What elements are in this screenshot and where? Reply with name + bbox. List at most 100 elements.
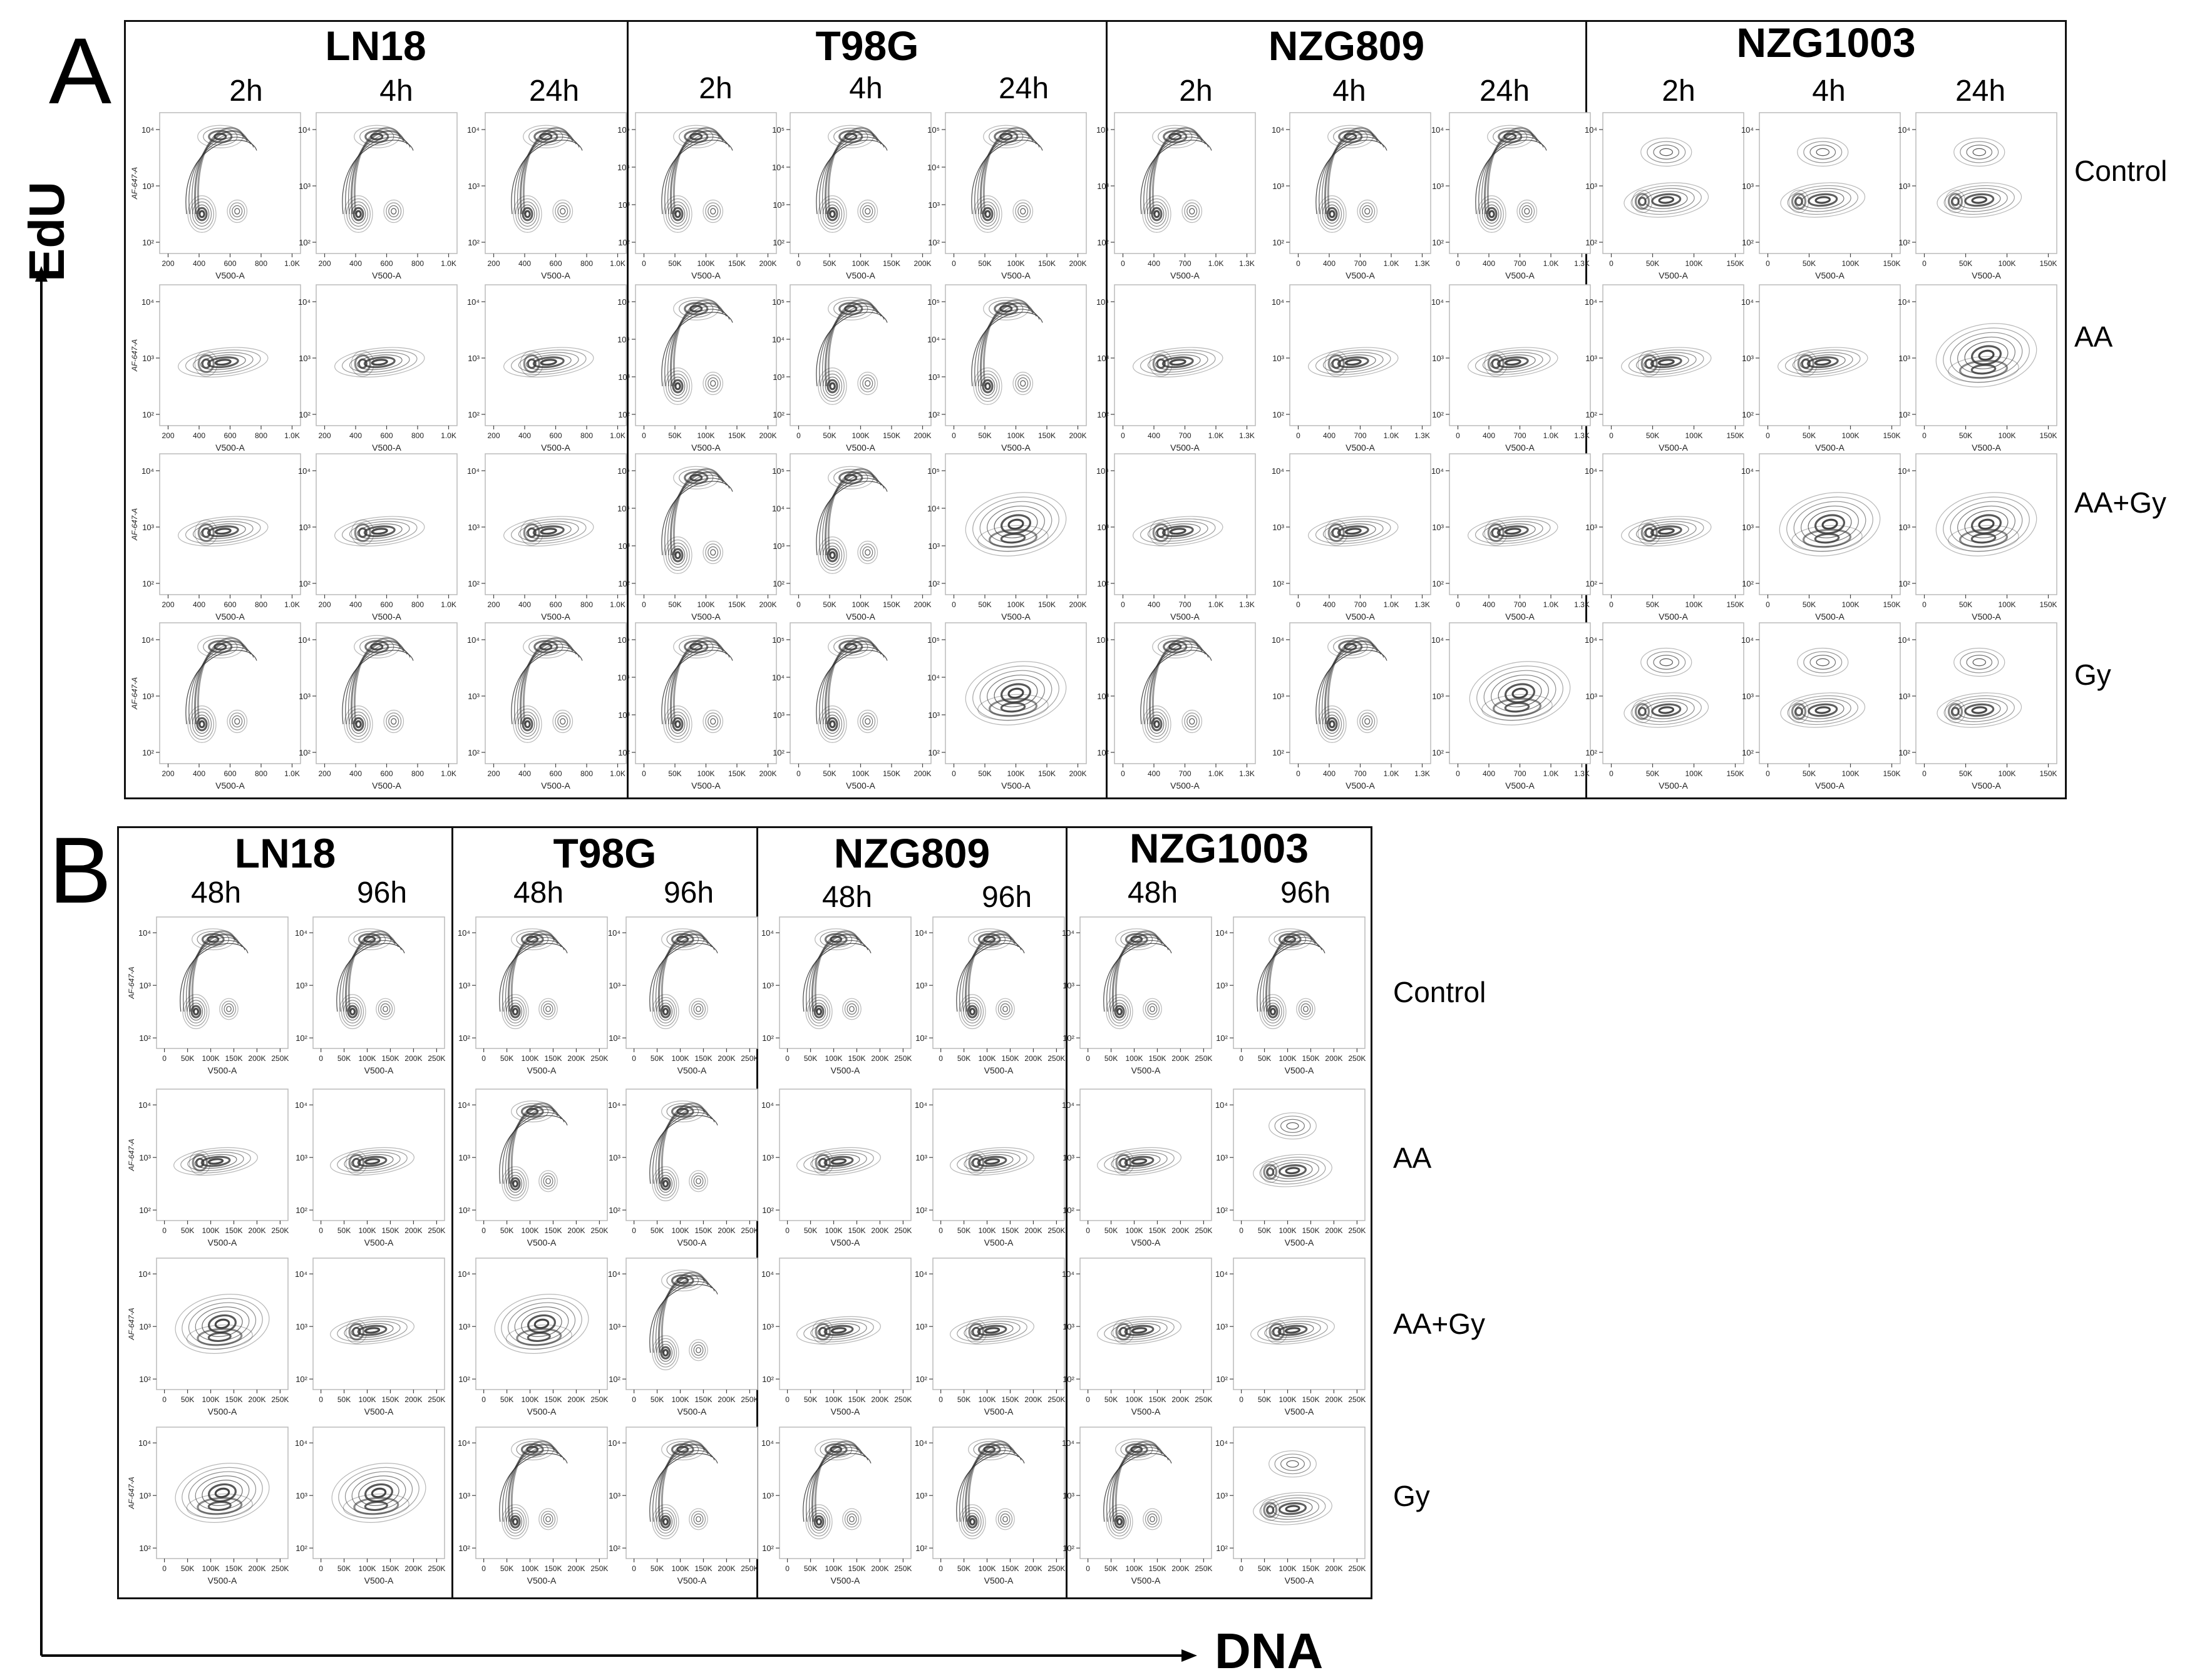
x-axis-label: V500-A: [1346, 270, 1375, 280]
x-tick-label: 200: [162, 431, 174, 440]
x-tick-label: 200K: [871, 1226, 888, 1235]
x-tick-label: 200K: [248, 1226, 265, 1235]
x-tick-label: 0: [796, 600, 801, 609]
y-tick-label: 10²: [609, 1544, 620, 1553]
y-tick-label: 10⁴: [617, 504, 630, 513]
x-tick-label: 1.0K: [1543, 600, 1559, 609]
contour-plot: 10⁴ 10³ 10² 200 400 600 800 1.0K V500-A: [298, 284, 458, 453]
x-tick-label: 100K: [522, 1564, 539, 1573]
y-tick-label: 10²: [1063, 1033, 1074, 1043]
y-tick-label: 10³: [1742, 354, 1754, 363]
x-tick-label: 0: [1766, 600, 1770, 609]
x-tick-label: 100K: [1126, 1395, 1143, 1404]
y-tick-label: 10³: [928, 710, 940, 720]
x-tick-label: 0: [1121, 259, 1125, 268]
contour-plot: 10⁴ 10³ 10² 0 50K 100K 150K 200K 250K V500-A: [608, 1257, 758, 1416]
y-tick-label: 10³: [1898, 692, 1910, 701]
dna-axis-label: DNA: [1215, 1623, 1324, 1679]
x-tick-label: 150K: [381, 1226, 399, 1235]
panel-a-time: 2h: [1662, 74, 1696, 108]
y-tick-label: 10³: [618, 372, 630, 382]
contour-plot: 10⁴ 10³ 10² 0 50K 100K 150K 200K 250K V500-A: [761, 1088, 912, 1247]
x-tick-label: 1.0K: [441, 259, 456, 268]
y-tick-label: 10²: [1585, 748, 1597, 757]
x-tick-label: 1.3K: [1239, 600, 1255, 609]
contour-plot: 10⁴ 10³ 10² 0 50K 100K 150K V500-A: [1898, 112, 2057, 280]
x-tick-label: 600: [224, 769, 236, 778]
x-tick-label: 250K: [741, 1564, 758, 1573]
y-tick-label: 10²: [1272, 238, 1284, 247]
x-axis-label: V500-A: [1001, 270, 1031, 280]
x-tick-label: 100K: [522, 1226, 539, 1235]
y-tick-label: 10⁴: [772, 163, 785, 172]
y-tick-label: 10³: [139, 1322, 151, 1331]
panel-a-time: 4h: [849, 72, 883, 105]
contour-density: [1250, 1316, 1335, 1345]
contour-plot: 10⁴ 10³ 10² 0 400 700 1.0K 1.3K V500-A: [1431, 112, 1591, 280]
contour-density: [499, 1438, 568, 1540]
x-tick-label: 1.3K: [1574, 259, 1590, 268]
contour-density: [1315, 635, 1387, 743]
y-tick-label: 10⁴: [1272, 125, 1284, 135]
y-tick-label: 10⁵: [617, 466, 630, 476]
x-tick-label: 0: [1922, 259, 1927, 268]
x-axis-label: V500-A: [1001, 612, 1031, 622]
x-tick-label: 400: [349, 769, 362, 778]
contour-plot: 10⁴ 10³ 10² 0 50K 100K 150K 200K 250K V500-A: [1215, 1257, 1366, 1416]
contour-plot: 10⁵ 10⁴ 10³ 10² 0 50K 100K 150K 200K V500-A: [927, 622, 1087, 791]
y-tick-label: 10²: [142, 238, 154, 247]
x-tick-label: 100K: [1841, 259, 1859, 268]
y-tick-label: 10³: [296, 981, 307, 990]
x-tick-label: 200K: [871, 1395, 888, 1404]
x-tick-label: 1.0K: [1208, 259, 1224, 268]
x-axis-label: V500-A: [1285, 1065, 1314, 1075]
x-tick-label: 50K: [500, 1395, 513, 1404]
panel-b-time: 96h: [663, 876, 714, 909]
x-tick-label: 0: [162, 1564, 167, 1573]
x-axis-label: V500-A: [677, 1237, 707, 1247]
y-tick-label: 10⁴: [1272, 297, 1284, 307]
x-tick-label: 0: [1609, 600, 1613, 609]
y-tick-label: 10⁴: [1898, 466, 1910, 476]
y-tick-label: 10²: [1585, 410, 1597, 419]
contour-density: [178, 516, 269, 546]
y-tick-label: 10²: [139, 1375, 151, 1384]
contour-plot: 10⁴ 10³ 10² 0 50K 100K 150K 200K 250K V500-A: [608, 1426, 758, 1585]
y-tick-label: 10³: [915, 1153, 927, 1162]
x-tick-label: 0: [319, 1395, 323, 1404]
x-tick-label: 250K: [590, 1226, 608, 1235]
x-tick-label: 150K: [225, 1226, 242, 1235]
contour-density: [1133, 516, 1223, 546]
contour-plot: 10⁴ 10³ 10² 0 50K 100K 150K V500-A: [1741, 112, 1901, 280]
y-tick-label: 10⁴: [1431, 466, 1444, 476]
x-axis-label: V500-A: [691, 443, 721, 453]
y-axis-label: AF-647-A: [130, 167, 139, 200]
x-tick-label: 50K: [1104, 1054, 1118, 1063]
x-tick-label: 100K: [359, 1564, 376, 1573]
x-tick-label: 200K: [1325, 1054, 1342, 1063]
x-tick-label: 200: [318, 259, 331, 268]
x-axis-label: V500-A: [527, 1406, 557, 1416]
x-tick-label: 1.3K: [1414, 769, 1430, 778]
x-tick-label: 1.0K: [441, 769, 456, 778]
y-tick-label: 10⁴: [467, 635, 480, 645]
x-tick-label: 150K: [2039, 769, 2057, 778]
x-tick-label: 600: [549, 600, 562, 609]
x-tick-label: 50K: [957, 1054, 970, 1063]
y-tick-label: 10⁴: [1741, 125, 1754, 135]
dna-axis-arrowhead: [1181, 1649, 1197, 1662]
x-tick-label: 0: [1766, 259, 1770, 268]
contour-plot: 10⁴ 10³ 10² 0 400 700 1.0K 1.3K V500-A: [1096, 453, 1256, 622]
x-tick-label: 700: [1513, 431, 1526, 440]
contour-plot: 10⁵ 10⁴ 10³ 10² 0 50K 100K 150K 200K V500-A: [617, 622, 777, 791]
contour-plot: 10⁴ 10³ 10² 200 400 600 800 1.0K V500-A: [298, 622, 458, 791]
x-axis-label: V500-A: [691, 270, 721, 280]
x-tick-label: 200: [487, 600, 500, 609]
x-tick-label: 150K: [694, 1395, 712, 1404]
x-tick-label: 400: [349, 431, 362, 440]
contour-plot: 10⁴ 10³ 10² 0 50K 100K 150K 200K 250K V500-A: [1215, 1426, 1366, 1585]
contour-density: [1475, 125, 1547, 233]
x-tick-label: 50K: [1104, 1226, 1118, 1235]
x-tick-label: 0: [1609, 769, 1613, 778]
x-tick-label: 0: [1609, 431, 1613, 440]
